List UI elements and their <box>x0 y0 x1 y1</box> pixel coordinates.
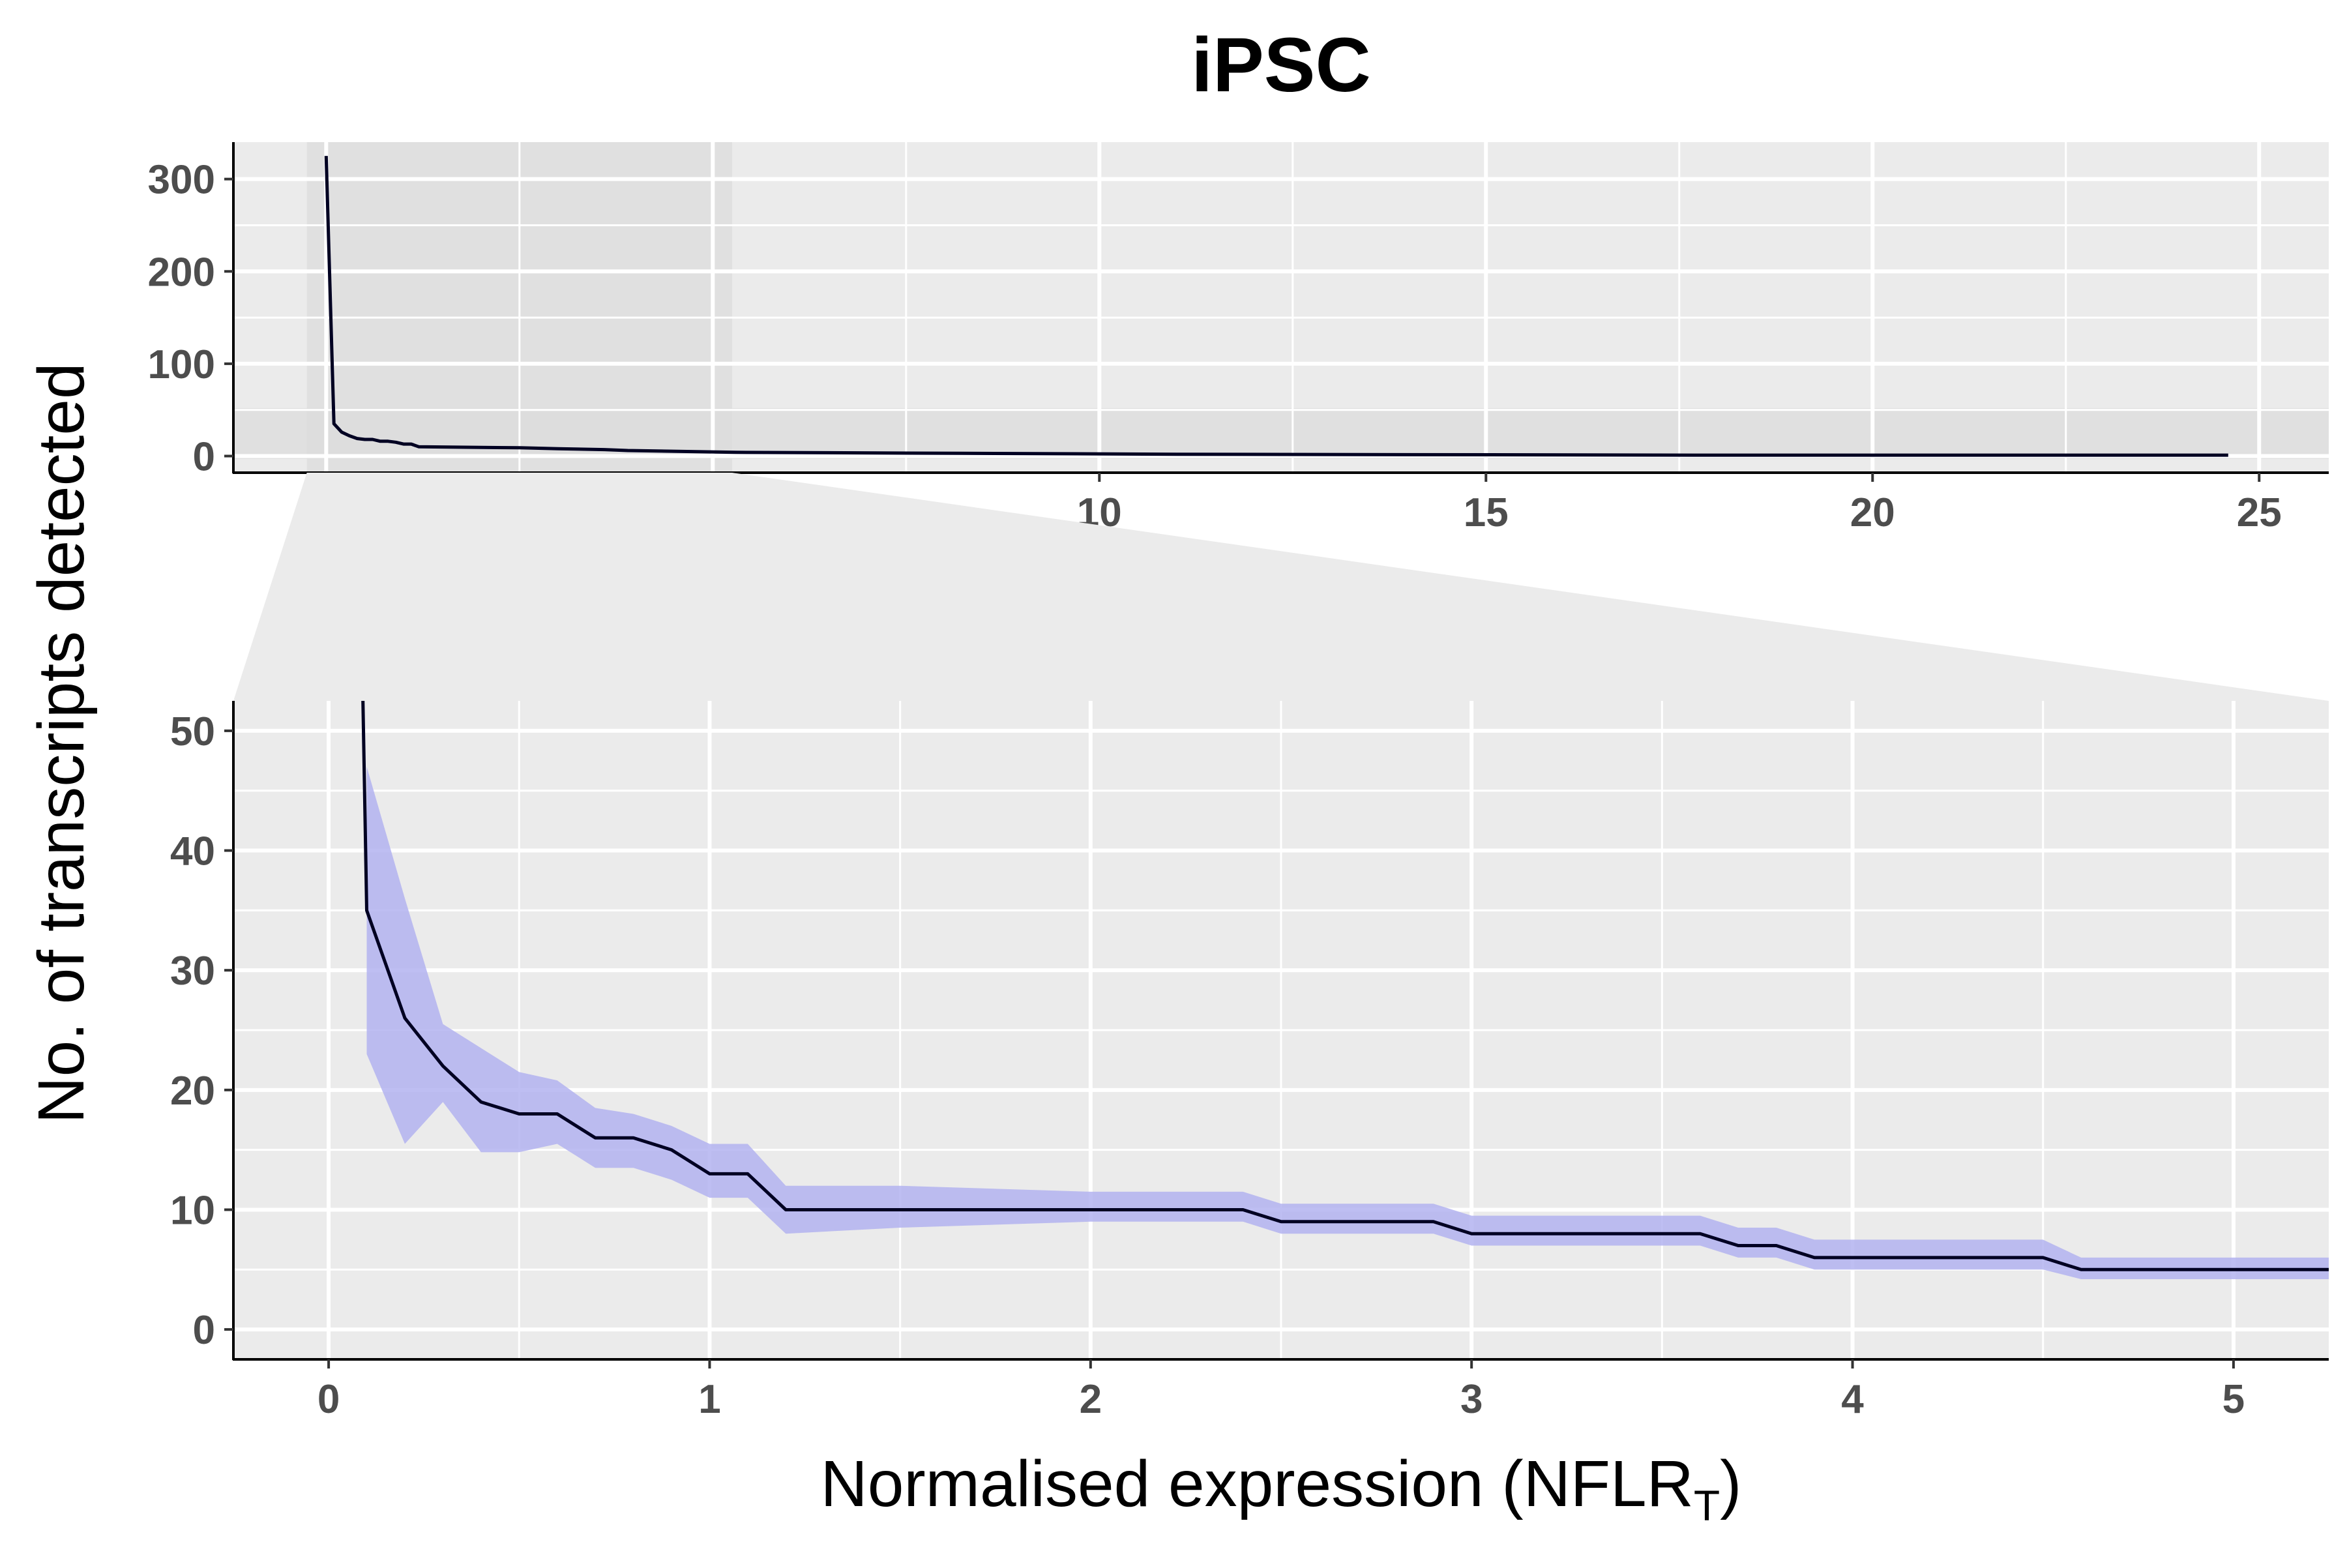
overview-x-tick-label: 20 <box>1850 490 1895 535</box>
chart-title: iPSC <box>1191 22 1370 108</box>
x-axis-title-subscript: T <box>1694 1481 1720 1530</box>
zoom-y-tick-label: 10 <box>170 1188 215 1233</box>
zoom-y-tick-label: 20 <box>170 1069 215 1114</box>
x-axis-title: Normalised expression (NFLRT) <box>821 1447 1742 1530</box>
zoom-x-tick-label: 2 <box>1080 1377 1102 1422</box>
zoom-x-tick-label: 5 <box>2222 1377 2245 1422</box>
zoom-connector <box>233 473 2329 701</box>
zoom-y-tick-label: 0 <box>193 1308 215 1353</box>
overview-y-tick-label: 200 <box>148 250 215 295</box>
overview-x-tick-label: 15 <box>1464 490 1509 535</box>
zoom-series-line-0 <box>361 701 2329 1271</box>
zoom-x-tick-label: 1 <box>698 1377 720 1422</box>
y-axis-title: No. of transcripts detected <box>25 362 98 1123</box>
x-axis-title-main: Normalised expression (NFLR <box>821 1447 1694 1520</box>
zoom-y-tick-label: 40 <box>170 829 215 874</box>
zoom-x-tick-label: 0 <box>317 1377 340 1422</box>
overview-x-tick-label: 25 <box>2237 490 2282 535</box>
zoom-y-tick-label: 50 <box>170 709 215 754</box>
overview-panel: 05101520250100200300 <box>148 142 2329 535</box>
overview-series-line-0 <box>324 156 2228 457</box>
zoom-x-tick-label: 3 <box>1460 1377 1483 1422</box>
x-axis-title-close: ) <box>1720 1447 1741 1520</box>
zoom-y-tick-label: 30 <box>170 949 215 994</box>
overview-y-tick-label: 100 <box>148 342 215 387</box>
overview-y-tick-label: 300 <box>148 158 215 203</box>
zoom-x-tick-label: 4 <box>1841 1377 1864 1422</box>
overview-y-tick-label: 0 <box>193 435 215 480</box>
overview-zoom-region-row <box>233 407 2329 459</box>
